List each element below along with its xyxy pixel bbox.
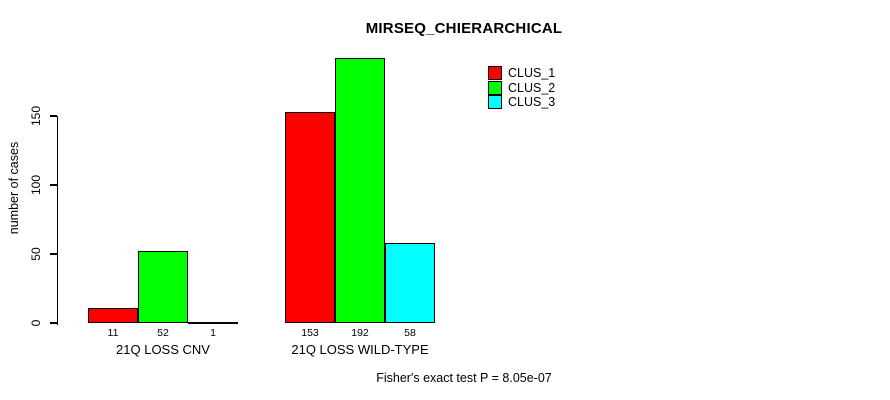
legend-swatch-clus-3 [488, 95, 502, 110]
legend: CLUS_1 CLUS_2 CLUS_3 [488, 66, 555, 110]
legend-label: CLUS_3 [508, 95, 556, 110]
chart-title: MIRSEQ_CHIERARCHICAL [365, 20, 563, 37]
bar-clus-3-group-1 [188, 321, 238, 324]
legend-label: CLUS_2 [508, 80, 556, 95]
y-axis-tick-label: 150 [29, 105, 43, 127]
bar-clus-1-group-2 [285, 111, 335, 323]
bar-value-label: 52 [157, 327, 169, 339]
bar-value-label: 11 [107, 327, 119, 339]
x-category-label: 21Q LOSS CNV [116, 342, 210, 357]
legend-swatch-clus-2 [488, 80, 502, 95]
legend-item: CLUS_3 [488, 95, 555, 110]
y-axis-tick-label: 100 [29, 174, 43, 196]
y-axis-line [56, 116, 58, 325]
bar-clus-2-group-1 [138, 251, 188, 323]
bar-value-label: 153 [301, 327, 319, 339]
legend-item: CLUS_1 [488, 66, 555, 81]
bar-clus-2-group-2 [335, 58, 385, 323]
bar-value-label: 1 [210, 327, 216, 339]
bar-clus-3-group-2 [385, 242, 435, 323]
y-axis-tick [49, 184, 57, 186]
legend-item: CLUS_2 [488, 80, 556, 96]
bar-value-label: 192 [351, 327, 369, 339]
y-axis-tick [49, 253, 57, 255]
legend-swatch-clus-1 [488, 66, 502, 81]
x-category-label: 21Q LOSS WILD-TYPE [291, 342, 429, 357]
y-axis-tick [49, 322, 57, 324]
bar-value-label: 58 [404, 327, 416, 339]
bar-clus-1-group-1 [88, 307, 138, 323]
footnote: Fisher's exact test P = 8.05e-07 [376, 371, 552, 385]
legend-label: CLUS_1 [508, 66, 556, 81]
y-axis-tick [49, 115, 57, 117]
y-axis-tick-label: 50 [29, 247, 43, 261]
y-axis-tick-label: 0 [29, 319, 43, 327]
